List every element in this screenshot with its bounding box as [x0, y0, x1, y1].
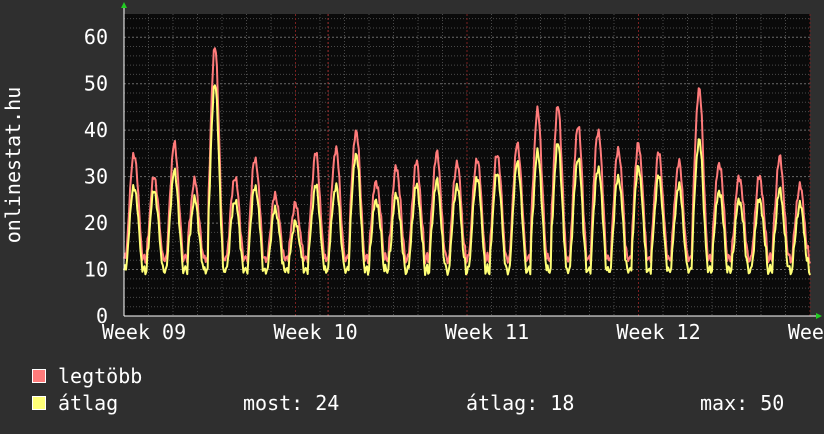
series-layer [123, 47, 811, 276]
y-tick-label: 60 [84, 25, 108, 49]
axes [121, 2, 822, 319]
x-tick-label: Week 13 [788, 320, 824, 344]
legend-swatch-max [32, 369, 46, 383]
x-tick-label: Week 09 [102, 320, 186, 344]
legend-item-max: legtöbb [32, 364, 142, 388]
y-tick-label: 50 [84, 72, 108, 96]
x-tick-label: Week 11 [445, 320, 529, 344]
y-tick-label: 20 [84, 211, 108, 235]
stat-now: most: 24 [243, 391, 340, 415]
legend-label-max: legtöbb [58, 364, 143, 388]
legend-swatch-avg [32, 396, 46, 410]
x-tick-label: Week 10 [273, 320, 357, 344]
stat-average: átlag: 18 [466, 391, 575, 415]
legend-item-avg: átlag [32, 391, 118, 415]
y-axis-title: onlinestat.hu [1, 87, 25, 244]
x-tick-label: Week 12 [616, 320, 700, 344]
y-axis-arrow [121, 2, 127, 8]
series-line-max [123, 47, 811, 265]
tick-labels: 0 10 20 30 40 50 60 Week 09 Week 10 Week 11 Week 1… [1, 25, 824, 344]
legend-label-avg: átlag [58, 391, 119, 415]
x-axis-arrow [816, 313, 822, 319]
y-tick-label: 10 [84, 258, 108, 282]
grid [123, 14, 811, 316]
y-tick-label: 40 [84, 118, 108, 142]
series-line-avg [123, 84, 811, 276]
y-tick-label: 0 [96, 304, 108, 328]
y-tick-label: 30 [84, 165, 108, 189]
stat-max: max: 50 [700, 391, 785, 415]
